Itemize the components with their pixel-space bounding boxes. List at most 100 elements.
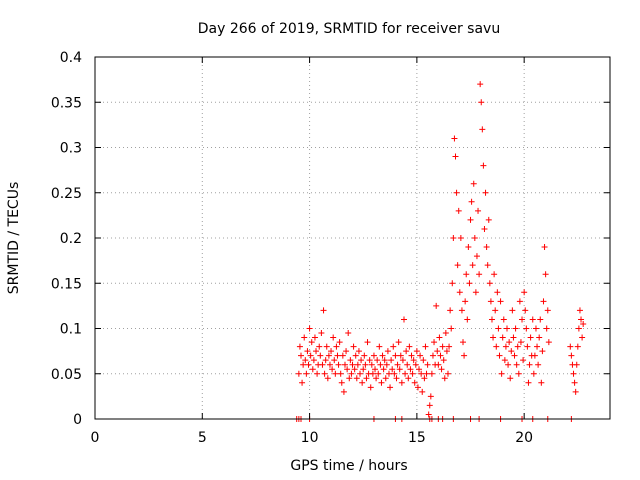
data-point xyxy=(454,262,461,269)
data-point xyxy=(369,370,376,377)
data-point xyxy=(320,307,327,314)
data-point xyxy=(379,352,386,359)
data-point xyxy=(358,357,365,364)
data-point xyxy=(576,307,583,314)
data-point xyxy=(572,388,579,395)
data-point xyxy=(324,375,331,382)
data-point xyxy=(299,379,306,386)
data-point xyxy=(437,352,444,359)
data-point xyxy=(308,339,315,346)
data-point xyxy=(333,343,340,350)
y-tick-label: 0.35 xyxy=(51,95,82,111)
data-point xyxy=(575,325,582,332)
data-point xyxy=(537,316,544,323)
data-point xyxy=(301,334,308,341)
data-point xyxy=(428,370,435,377)
data-point xyxy=(366,357,373,364)
y-tick-label: 0.2 xyxy=(60,231,82,247)
data-point xyxy=(322,357,329,364)
data-point xyxy=(529,316,536,323)
data-point xyxy=(298,352,304,359)
data-point xyxy=(488,316,495,323)
data-point xyxy=(345,330,352,337)
data-point xyxy=(478,99,485,106)
data-point xyxy=(361,352,368,359)
data-point xyxy=(473,253,480,260)
data-point xyxy=(507,375,514,382)
data-point xyxy=(405,375,412,382)
data-point xyxy=(568,352,575,359)
data-point xyxy=(480,162,487,169)
data-point xyxy=(517,339,524,346)
data-point xyxy=(493,343,500,350)
data-point xyxy=(433,302,440,309)
data-point xyxy=(544,307,551,314)
data-point xyxy=(527,334,534,341)
data-point xyxy=(448,325,455,332)
data-point xyxy=(476,271,483,278)
data-point xyxy=(578,316,585,323)
data-point xyxy=(421,375,428,382)
x-tick-label: 10 xyxy=(301,430,319,446)
data-point xyxy=(410,357,417,364)
data-point xyxy=(314,370,321,377)
data-point xyxy=(404,361,411,368)
data-point xyxy=(535,361,542,368)
data-point xyxy=(423,370,430,377)
data-point xyxy=(380,366,387,373)
data-point xyxy=(545,339,552,346)
data-point xyxy=(436,334,443,341)
data-point xyxy=(483,244,490,251)
data-point xyxy=(391,370,398,377)
data-point xyxy=(340,388,347,395)
data-point xyxy=(368,361,375,368)
data-point xyxy=(526,361,533,368)
data-point xyxy=(490,334,497,341)
data-point xyxy=(501,357,508,364)
data-point xyxy=(424,361,431,368)
y-axis-label: SRMTID / TECUs xyxy=(6,182,22,295)
data-point xyxy=(422,343,429,350)
data-point xyxy=(449,280,456,287)
data-point xyxy=(337,370,344,377)
data-point xyxy=(362,361,369,368)
data-point xyxy=(434,348,441,355)
data-point xyxy=(475,207,482,214)
data-point xyxy=(338,379,345,386)
data-point xyxy=(580,320,587,327)
x-tick-label: 15 xyxy=(408,430,426,446)
data-point xyxy=(464,316,471,323)
data-point xyxy=(319,361,326,368)
data-point xyxy=(363,375,370,382)
data-point xyxy=(351,366,358,373)
data-point xyxy=(438,366,445,373)
data-point xyxy=(441,375,448,382)
data-point xyxy=(419,388,426,395)
data-point xyxy=(442,330,449,337)
data-point xyxy=(398,379,405,386)
data-point xyxy=(486,280,493,287)
data-point xyxy=(383,361,390,368)
data-point xyxy=(523,325,530,332)
data-point xyxy=(495,325,502,332)
data-point xyxy=(472,289,479,296)
data-point xyxy=(516,298,523,305)
data-point xyxy=(406,343,413,350)
data-point xyxy=(463,271,470,278)
data-point xyxy=(470,180,477,187)
data-point xyxy=(332,370,339,377)
data-point xyxy=(413,348,420,355)
data-point xyxy=(530,370,537,377)
data-point xyxy=(329,366,336,373)
data-point xyxy=(321,370,328,377)
data-point xyxy=(444,370,451,377)
data-point xyxy=(520,357,527,364)
data-point xyxy=(534,343,541,350)
data-point xyxy=(543,325,550,332)
data-point xyxy=(453,189,460,196)
data-point xyxy=(353,375,360,382)
data-point xyxy=(469,262,476,269)
data-point xyxy=(426,402,433,409)
data-point xyxy=(377,361,384,368)
data-point xyxy=(355,348,362,355)
